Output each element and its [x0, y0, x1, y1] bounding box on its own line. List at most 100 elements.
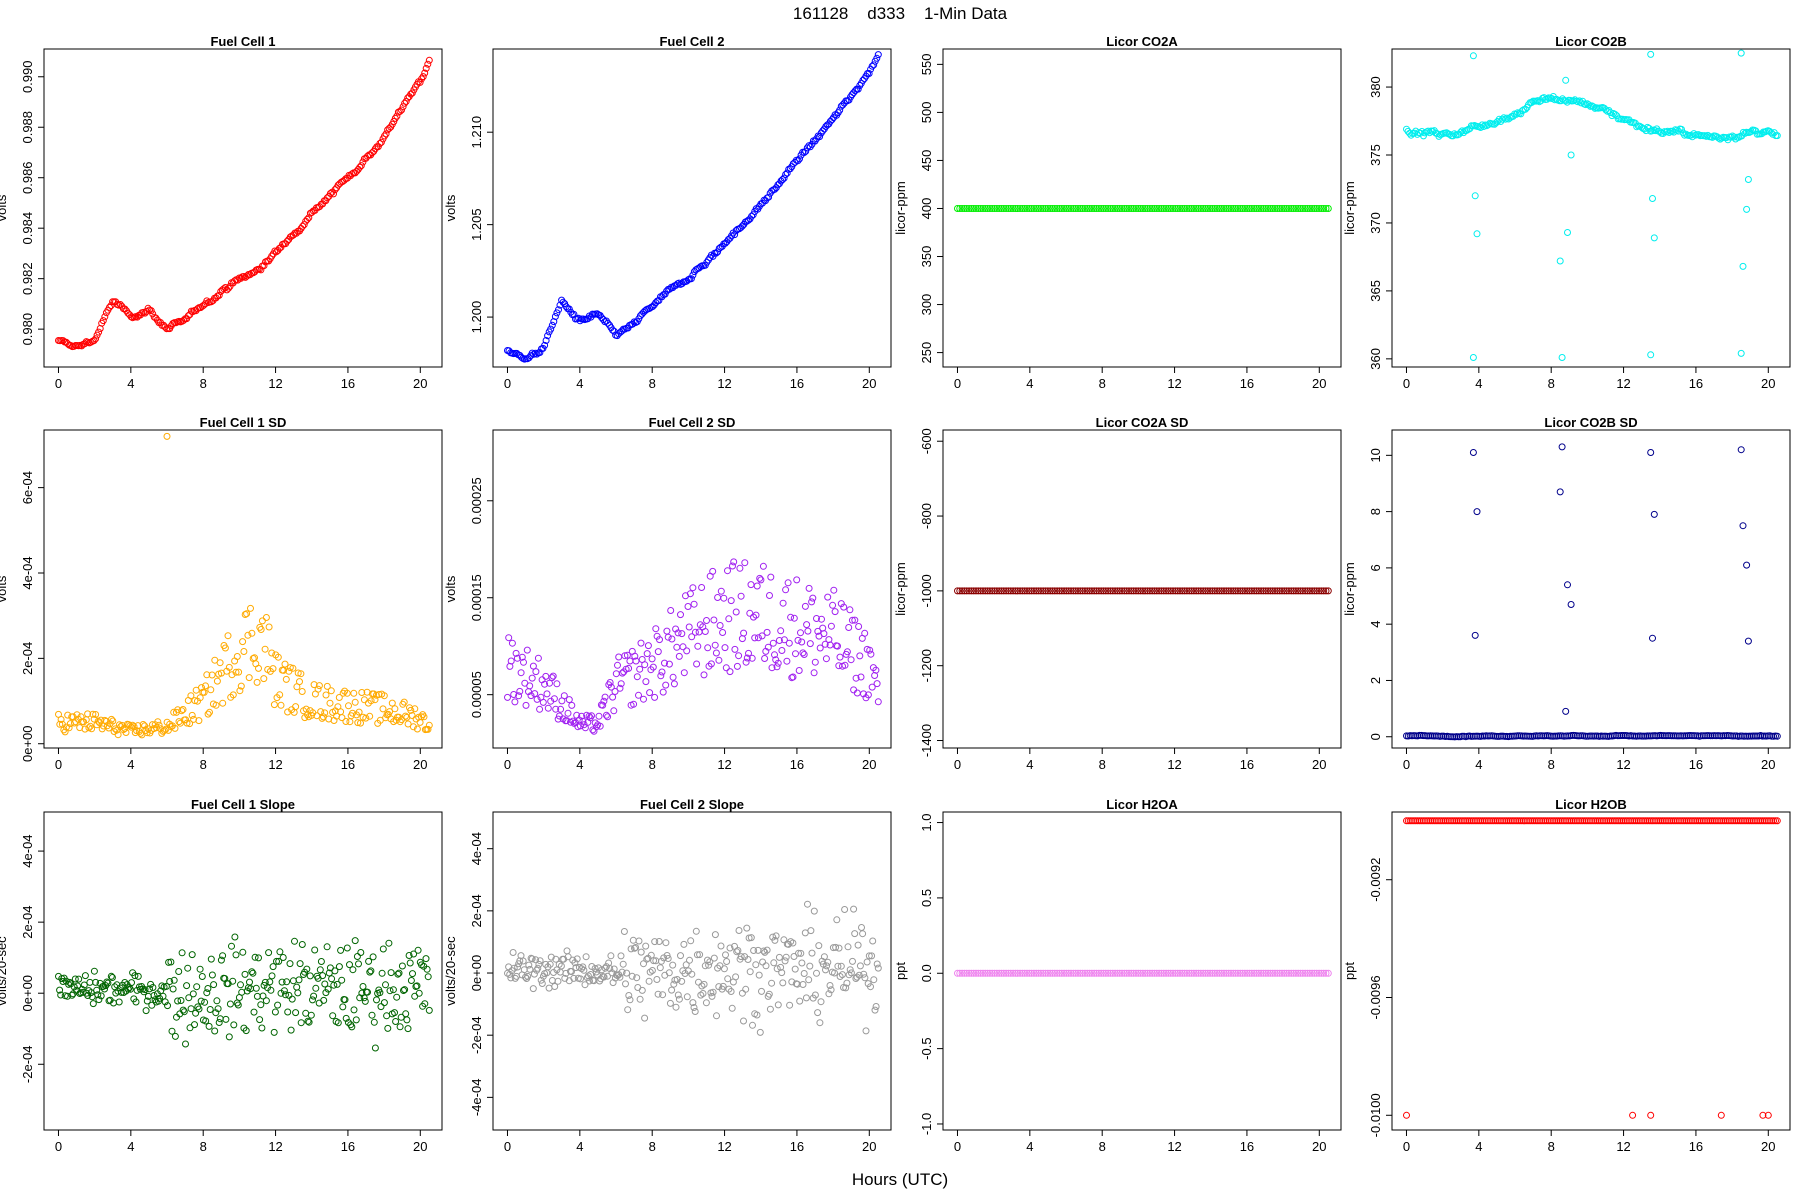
data-point [865, 952, 873, 960]
data-point [280, 666, 288, 674]
data-point [580, 721, 588, 729]
data-point [695, 978, 702, 986]
data-point [319, 972, 327, 980]
data-point [674, 991, 682, 999]
data-point [737, 592, 745, 600]
data-point [1088, 969, 1096, 977]
data-point [818, 615, 825, 623]
data-point [295, 976, 303, 984]
data-point [520, 658, 527, 666]
data-point [189, 990, 197, 998]
y-tick-label: 380 [1368, 76, 1383, 98]
data-point [688, 970, 696, 978]
plot-frame [1391, 429, 1791, 749]
data-point [1037, 969, 1045, 977]
data-point [207, 686, 215, 694]
data-point [198, 973, 206, 980]
data-point [1313, 205, 1321, 212]
data-point [297, 1019, 305, 1027]
data-point [759, 562, 767, 570]
data-point [1227, 969, 1235, 977]
data-point [991, 205, 999, 212]
x-tick-label: 20 [1761, 1139, 1775, 1154]
data-point [1208, 205, 1216, 212]
data-point [841, 906, 849, 913]
data-point [532, 956, 540, 964]
data-point [1062, 205, 1070, 212]
data-point [228, 942, 235, 950]
data-point [954, 969, 961, 977]
data-point [543, 690, 551, 698]
data-point [526, 965, 534, 973]
data-point [1116, 969, 1124, 977]
data-point [960, 205, 968, 212]
x-tick-label: 16 [1689, 1139, 1703, 1154]
data-point [210, 981, 218, 989]
data-point [232, 668, 240, 676]
data-point [342, 1014, 350, 1022]
data-point [1306, 205, 1314, 212]
y-tick-label: 400 [919, 198, 934, 220]
data-point [399, 103, 407, 111]
data-point [744, 956, 752, 963]
data-point [1469, 449, 1477, 456]
data-point [147, 307, 155, 315]
data-point [1283, 969, 1291, 977]
data-point [225, 1033, 233, 1041]
data-point [317, 958, 325, 965]
data-point [307, 1011, 315, 1019]
data-point [861, 629, 869, 637]
data-point [1021, 969, 1029, 977]
data-point [707, 660, 715, 668]
data-point [703, 617, 710, 624]
x-tick-label: 8 [200, 376, 207, 391]
data-point [1403, 1111, 1410, 1119]
data-point [1197, 587, 1205, 595]
x-tick-label: 20 [862, 1139, 876, 1154]
y-tick-label: 2 [1368, 677, 1383, 684]
data-point [672, 1003, 680, 1011]
data-point [1088, 205, 1096, 212]
data-point [530, 970, 538, 978]
data-point [1211, 969, 1219, 977]
data-point [1144, 205, 1151, 212]
data-point [822, 655, 830, 663]
data-point [1049, 587, 1056, 595]
data-point [1528, 99, 1536, 106]
data-point [1169, 205, 1177, 212]
data-point [1160, 205, 1168, 212]
data-point [1141, 587, 1149, 595]
data-point [863, 958, 871, 966]
data-point [241, 970, 249, 978]
data-point [424, 973, 432, 981]
data-point [784, 579, 792, 587]
data-point [231, 933, 239, 941]
data-point [693, 951, 701, 959]
data-point [1248, 969, 1256, 977]
data-point [1074, 969, 1082, 977]
data-point [568, 701, 576, 709]
data-point [979, 587, 987, 595]
data-point [684, 603, 692, 610]
data-point [602, 711, 610, 719]
x-tick-label: 20 [413, 757, 427, 772]
points [954, 587, 1332, 595]
data-point [1002, 587, 1010, 595]
data-point [536, 705, 544, 713]
data-point [1042, 587, 1050, 595]
data-point [1086, 205, 1094, 212]
data-point [154, 718, 162, 726]
data-point [1285, 205, 1293, 212]
data-point [1213, 969, 1221, 977]
data-point [186, 1024, 194, 1032]
data-point [1204, 205, 1212, 212]
data-point [958, 205, 966, 212]
data-point [662, 939, 670, 947]
data-point [202, 1017, 210, 1025]
data-point [195, 1005, 203, 1013]
data-point [696, 951, 704, 959]
data-point [321, 980, 329, 988]
data-point [371, 696, 379, 704]
data-point [546, 960, 554, 968]
data-point [624, 1006, 632, 1014]
